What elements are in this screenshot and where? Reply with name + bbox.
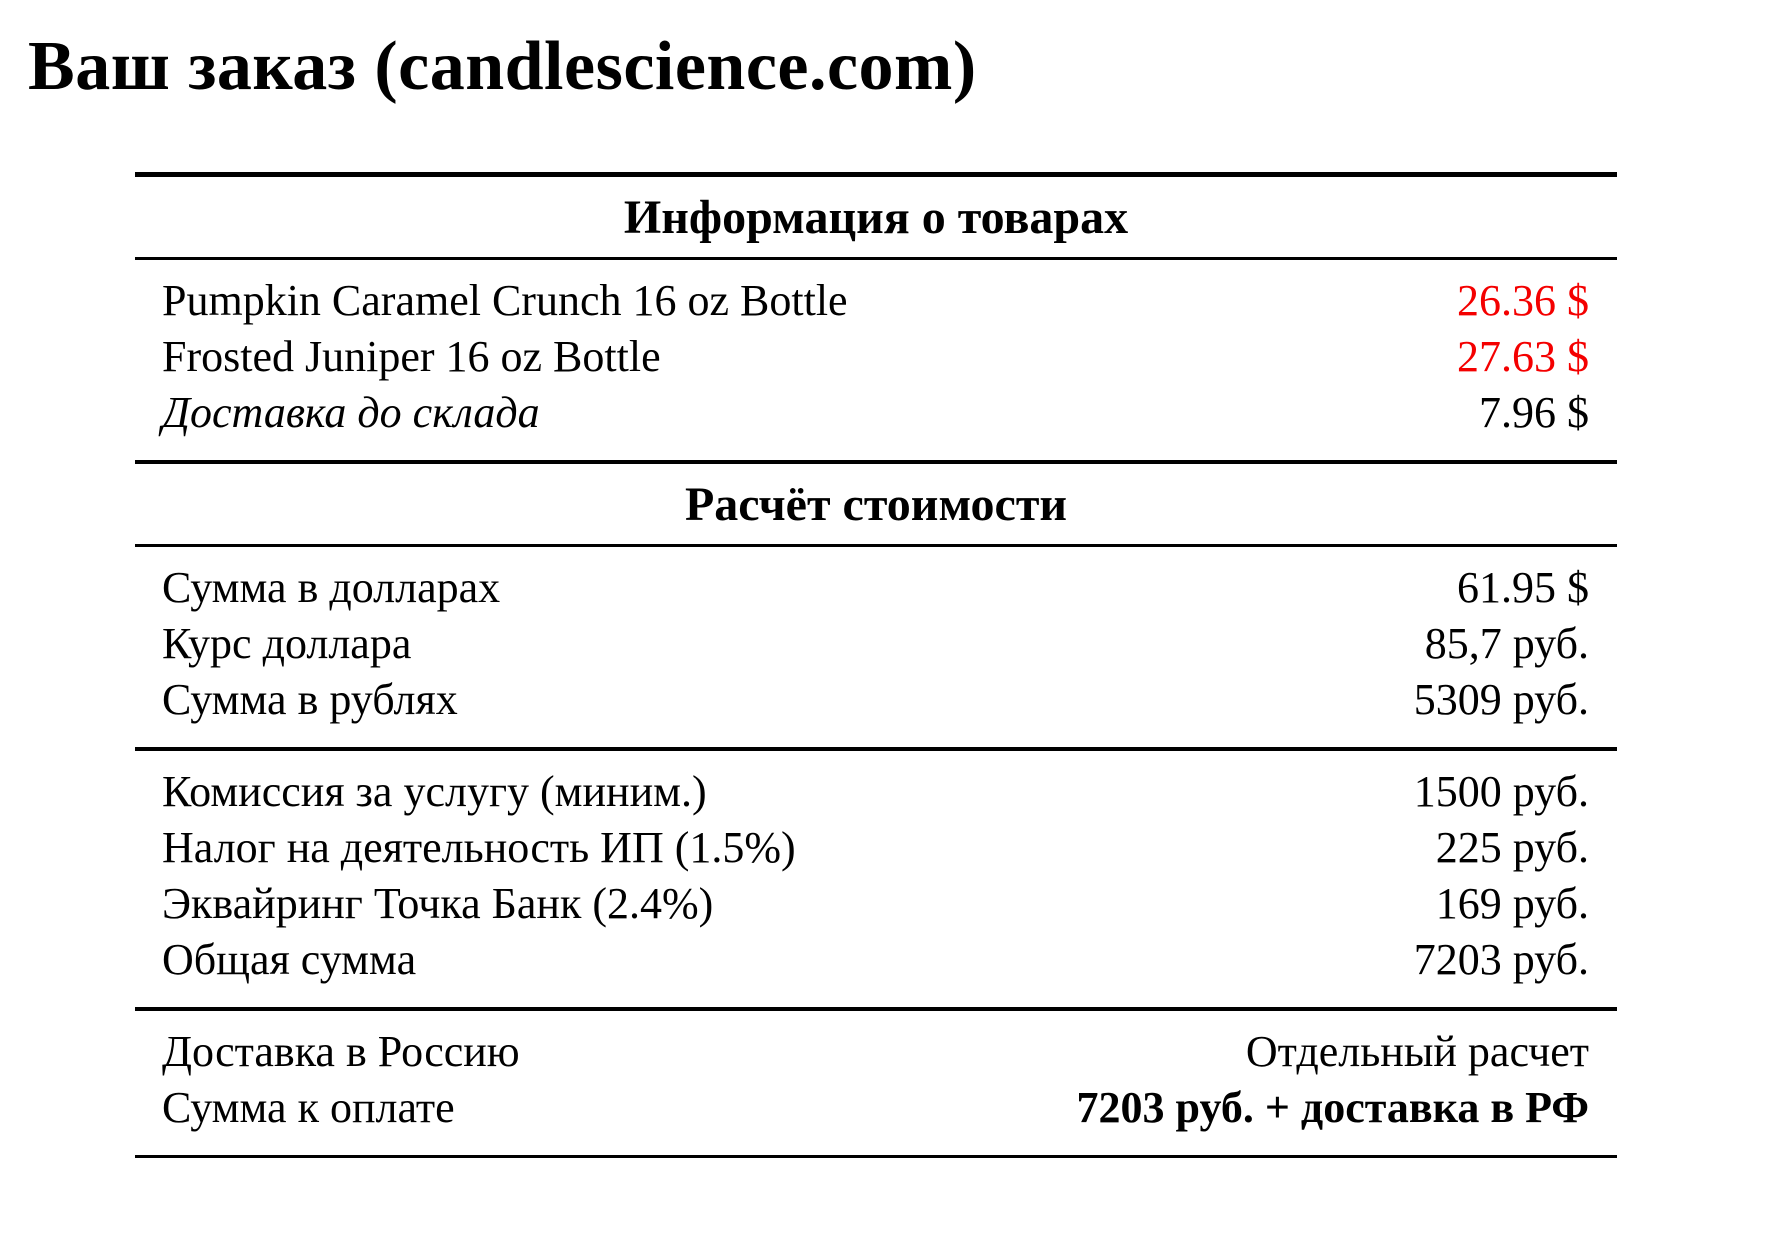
item-value: 225 руб. <box>1435 823 1589 872</box>
item-label: Сумма в рублях <box>162 675 458 724</box>
table-row: Налог на деятельность ИП (1.5%) 225 руб. <box>135 820 1617 876</box>
item-value: 7203 руб. + доставка в РФ <box>1076 1083 1589 1132</box>
item-value: 7.96 $ <box>1479 388 1589 437</box>
table-row: Общая сумма 7203 руб. <box>135 932 1617 988</box>
item-label: Сумма в долларах <box>162 563 501 612</box>
table-row: Сумма в рублях 5309 руб. <box>135 672 1617 728</box>
table-row: Курс доллара 85,7 руб. <box>135 616 1617 672</box>
final-rows: Доставка в Россию Отдельный расчет Сумма… <box>135 1011 1617 1155</box>
calculation-section-header: Расчёт стоимости <box>684 477 1068 531</box>
fees-rows: Комиссия за услугу (миним.) 1500 руб. На… <box>135 751 1617 1007</box>
item-value: Отдельный расчет <box>1245 1027 1589 1076</box>
page-title: Ваш заказ (candlescience.com) <box>28 28 977 105</box>
item-value: 26.36 $ <box>1457 276 1589 325</box>
item-value: 7203 руб. <box>1413 935 1589 984</box>
item-label: Курс доллара <box>162 619 412 668</box>
rule-under-calculation-header <box>135 544 1617 547</box>
rule-section-separator <box>135 460 1617 464</box>
item-label: Эквайринг Точка Банк (2.4%) <box>162 879 714 928</box>
rule-section-separator <box>135 747 1617 751</box>
table-rule-bottom <box>135 1155 1617 1158</box>
conversion-rows: Сумма в долларах 61.95 $ Курс доллара 85… <box>135 547 1617 747</box>
item-label: Доставка до склада <box>162 388 540 437</box>
item-value: 1500 руб. <box>1413 767 1589 816</box>
item-label: Доставка в Россию <box>162 1027 520 1076</box>
table-rule-top <box>135 172 1617 177</box>
rule-under-products-header <box>135 257 1617 260</box>
table-row: Сумма в долларах 61.95 $ <box>135 560 1617 616</box>
table-row: Доставка в Россию Отдельный расчет <box>135 1024 1617 1080</box>
item-label: Frosted Juniper 16 oz Bottle <box>162 332 661 381</box>
item-label: Комиссия за услугу (миним.) <box>162 767 707 816</box>
item-label: Pumpkin Caramel Crunch 16 oz Bottle <box>162 276 848 325</box>
item-value: 85,7 руб. <box>1424 619 1589 668</box>
item-value: 27.63 $ <box>1457 332 1589 381</box>
table-row: Frosted Juniper 16 oz Bottle 27.63 $ <box>135 329 1617 385</box>
item-label: Сумма к оплате <box>162 1083 455 1132</box>
item-value: 5309 руб. <box>1413 675 1589 724</box>
table-row: Сумма к оплате 7203 руб. + доставка в РФ <box>135 1080 1617 1136</box>
table-row: Доставка до склада 7.96 $ <box>135 385 1617 441</box>
item-value: 169 руб. <box>1435 879 1589 928</box>
item-value: 61.95 $ <box>1457 563 1589 612</box>
table-row: Эквайринг Точка Банк (2.4%) 169 руб. <box>135 876 1617 932</box>
item-label: Общая сумма <box>162 935 417 984</box>
order-table: Информация о товарах Pumpkin Caramel Cru… <box>135 172 1617 1158</box>
item-label: Налог на деятельность ИП (1.5%) <box>162 823 796 872</box>
products-section-header: Информация о товарах <box>623 190 1129 244</box>
rule-section-separator <box>135 1007 1617 1011</box>
table-row: Комиссия за услугу (миним.) 1500 руб. <box>135 764 1617 820</box>
table-row: Pumpkin Caramel Crunch 16 oz Bottle 26.3… <box>135 273 1617 329</box>
products-rows: Pumpkin Caramel Crunch 16 oz Bottle 26.3… <box>135 260 1617 460</box>
